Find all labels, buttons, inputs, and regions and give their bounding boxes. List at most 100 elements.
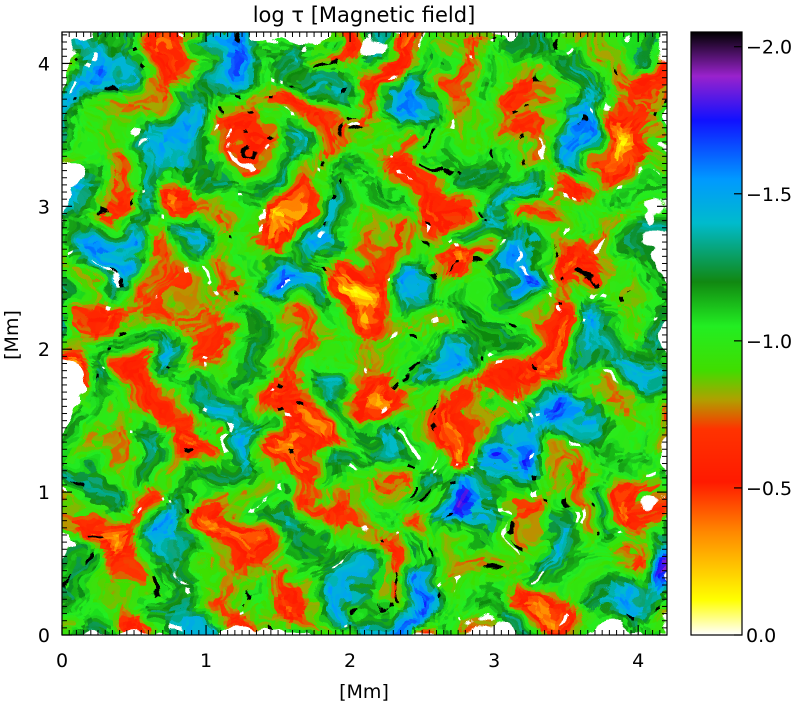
heatmap-cell [407,86,413,93]
heatmap-cell [392,146,398,153]
heatmap-cell [422,136,428,143]
heatmap-cell [557,211,563,217]
heatmap-cell [612,71,618,78]
heatmap-cell [532,36,538,43]
heatmap-cell [477,36,483,43]
heatmap-cell [177,36,183,43]
heatmap-cell [437,131,443,138]
heatmap-cell [637,81,643,88]
heatmap-cell [257,161,263,168]
heatmap-cell [72,66,78,73]
heatmap-cell [277,56,283,63]
heatmap-cell [602,141,608,148]
heatmap-cell [502,126,508,133]
heatmap-cell [332,146,338,153]
heatmap-cell [297,106,303,113]
heatmap-cell [277,81,283,88]
heatmap-cell [567,141,573,148]
heatmap-cell [332,96,338,103]
heatmap-cell [437,81,443,88]
heatmap-cell [242,166,248,173]
heatmap-cell [442,216,448,222]
heatmap-cell [347,111,353,118]
heatmap-cell [497,96,503,103]
heatmap-cell [327,86,333,93]
heatmap-cell [602,91,608,98]
heatmap-cell [152,181,158,188]
heatmap-cell [512,116,518,123]
heatmap-cell [562,91,568,98]
heatmap-cell [632,201,638,208]
heatmap-cell [62,116,68,123]
heatmap-cell [202,226,208,232]
heatmap-cell [392,186,398,193]
heatmap-cell [382,156,388,163]
heatmap-cell [97,41,103,48]
heatmap-cell [402,91,408,98]
heatmap-cell [212,211,218,217]
heatmap-cell [612,76,618,83]
heatmap-cell [577,221,583,227]
heatmap-cell [242,101,248,108]
heatmap-cell [192,176,198,183]
heatmap-cell [502,32,508,38]
heatmap-cell [102,106,108,113]
heatmap-cell [322,91,328,98]
heatmap-cell [442,231,448,237]
heatmap-cell [597,196,603,203]
heatmap-cell [522,76,528,83]
heatmap-cell [312,156,318,163]
heatmap-cell [382,101,388,108]
heatmap-cell [632,91,638,98]
heatmap-cell [262,81,268,88]
heatmap-cell [387,196,393,203]
heatmap-cell [627,56,633,63]
heatmap-cell [337,116,343,123]
heatmap-cell [537,196,543,203]
heatmap-cell [377,56,383,63]
heatmap-cell [182,171,188,178]
heatmap-cell [112,116,118,123]
heatmap-cell [142,171,148,178]
heatmap-cell [152,121,158,128]
heatmap-cell [582,141,588,148]
heatmap-cell [162,226,168,232]
heatmap-cell [442,86,448,93]
heatmap-cell [382,46,388,53]
heatmap-cell [212,186,218,193]
heatmap-cell [617,161,623,168]
heatmap-cell [652,156,658,163]
heatmap-cell [417,156,423,163]
heatmap-cell [552,81,558,88]
heatmap-cell [567,91,573,98]
heatmap-cell [152,111,158,118]
heatmap-cell [302,86,308,93]
heatmap-cell [197,76,203,83]
heatmap-cell [377,61,383,68]
heatmap-cell [602,201,608,208]
heatmap-cell [567,96,573,103]
heatmap-cell [227,226,233,232]
heatmap-cell [237,211,243,217]
heatmap-cell [372,81,378,88]
heatmap-cell [87,66,93,73]
heatmap-cell [382,176,388,183]
heatmap-cell [542,216,548,222]
heatmap-cell [642,161,648,168]
heatmap-cell [482,81,488,88]
heatmap-cell [392,211,398,217]
heatmap-cell [347,196,353,203]
heatmap-cell [387,136,393,143]
heatmap-cell [567,181,573,188]
heatmap-cell [207,32,213,38]
heatmap-cell [337,151,343,158]
heatmap-cell [397,126,403,133]
heatmap-cell [507,156,513,163]
heatmap-cell [182,36,188,43]
heatmap-cell [377,206,383,212]
heatmap-cell [107,96,113,103]
heatmap-cell [172,181,178,188]
heatmap-cell [227,151,233,158]
heatmap-cell [337,206,343,212]
heatmap-cell [212,146,218,153]
